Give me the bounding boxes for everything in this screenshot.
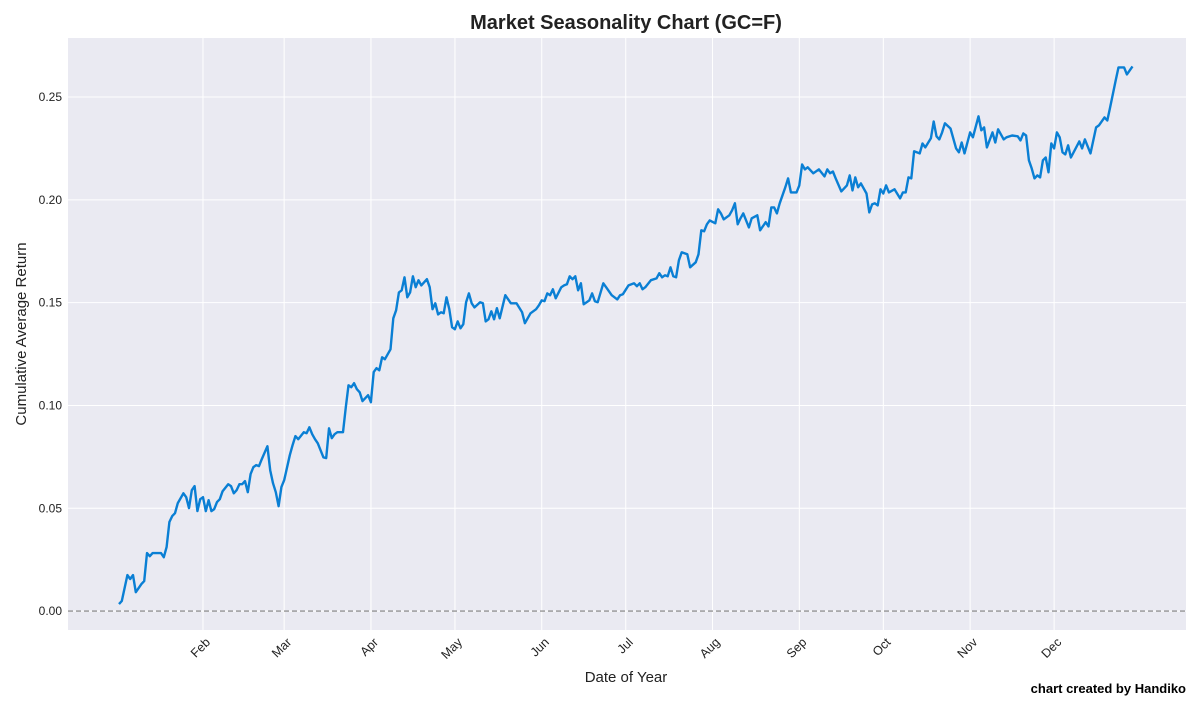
y-tick-label: 0.25 [39, 90, 63, 104]
x-tick-label: Mar [269, 635, 294, 660]
series-line-gc-f [118, 65, 1134, 605]
y-axis-ticks: 0.00 0.05 0.10 0.15 0.20 0.25 [39, 90, 63, 618]
y-tick-label: 0.05 [39, 501, 63, 515]
x-tick-label: Oct [870, 635, 894, 659]
x-tick-label: Aug [697, 635, 723, 661]
x-axis-label: Date of Year [585, 669, 668, 686]
y-tick-label: 0.15 [39, 296, 63, 310]
y-axis-label: Cumulative Average Return [13, 242, 30, 425]
chart-footnote: chart created by Handiko [1031, 681, 1186, 696]
x-tick-label: Feb [188, 635, 213, 660]
grid-lines [68, 38, 1186, 630]
x-tick-label: May [438, 635, 465, 662]
y-tick-label: 0.20 [39, 193, 63, 207]
y-tick-label: 0.10 [39, 398, 63, 412]
x-axis-ticks: Feb Mar Apr May Jun Jul Aug Sep Oct Nov Dec [188, 635, 1064, 662]
x-tick-label: Dec [1039, 635, 1065, 661]
x-tick-label: Sep [784, 635, 810, 661]
x-tick-label: Jun [528, 635, 552, 659]
y-tick-label: 0.00 [39, 604, 63, 618]
x-tick-label: Nov [955, 635, 981, 661]
x-tick-label: Apr [357, 635, 381, 659]
x-tick-label: Jul [615, 635, 636, 656]
plot-background [68, 38, 1186, 630]
chart-title: Market Seasonality Chart (GC=F) [470, 12, 782, 34]
